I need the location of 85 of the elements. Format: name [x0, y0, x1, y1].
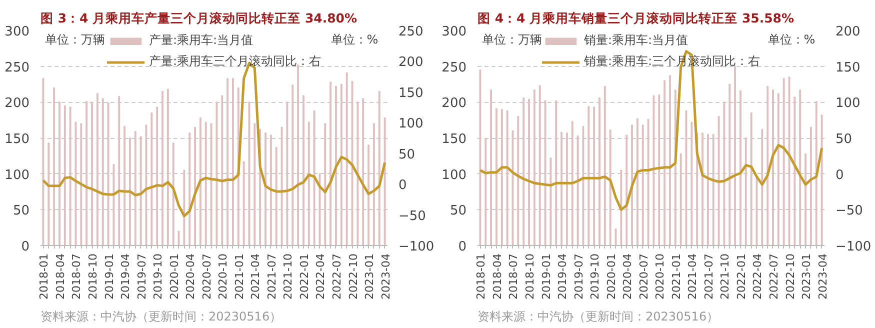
x-tick-label: 2018-01: [38, 253, 51, 300]
y2-tick-label: 50: [836, 132, 852, 147]
x-tick-label: 2019-10: [588, 253, 602, 300]
x-tick-label: 2018-04: [490, 253, 504, 300]
x-tick-label: 2020-07: [200, 253, 214, 300]
text: 资料来源：中汽协（更新时间：20230516）: [40, 310, 282, 324]
y-tick-label: 300: [442, 24, 467, 40]
y2-tick-label: 150: [398, 86, 424, 101]
y-tick-label: 0: [458, 240, 467, 254]
x-tick-label: 2019-07: [572, 253, 586, 300]
y-tick-label: 50: [450, 204, 467, 219]
x-tick-label: 2021-01: [670, 253, 683, 300]
y-tick-label: 100: [442, 168, 467, 183]
y2-tick-label: 250: [398, 24, 424, 40]
y-tick-label: 250: [442, 60, 467, 76]
y2-tick-label: 150: [836, 60, 860, 76]
y2-axis-title: 单位：%: [768, 32, 816, 46]
x-tick-label: 2021-10: [718, 253, 732, 300]
x-tick-label: 2019-01: [540, 253, 553, 300]
line-series: [478, 50, 824, 211]
y-tick-label: 250: [4, 60, 30, 76]
y2-tick-label: 200: [398, 55, 424, 70]
y-tick-label: 200: [442, 96, 467, 112]
y2-tick-label: 100: [836, 96, 860, 112]
x-tick-label: 2022-07: [330, 253, 344, 300]
x-tick-label: 2023-01: [363, 253, 376, 300]
x-tick-label: 2022-07: [767, 253, 780, 300]
y-tick-label: 200: [4, 96, 30, 112]
x-tick-label: 2022-04: [751, 253, 764, 300]
text: 资料来源：中汽协（更新时间：20230516）: [478, 310, 719, 324]
y2-tick-label: −50: [836, 204, 863, 219]
x-tick-label: 2019-01: [102, 253, 116, 300]
chart-title: 图 4：4 月乘用车销量三个月滚动同比转正至 35.58%: [478, 10, 794, 26]
y-tick-label: 150: [442, 132, 467, 147]
y2-tick-label: 100: [398, 116, 424, 132]
x-tick-label: 2020-01: [168, 253, 181, 300]
x-tick-label: 2022-01: [734, 253, 748, 300]
y2-axis-title: 单位：%: [330, 32, 378, 46]
chart-title: 图 3：4 月乘用车产量三个月滚动同比转正至 34.80%: [40, 10, 358, 26]
y-axis-title: 单位：万辆: [45, 32, 106, 46]
x-tick-label: 2018-07: [507, 253, 520, 300]
x-tick-label: 2020-10: [654, 253, 667, 300]
y-tick-label: 150: [4, 132, 30, 147]
x-tick-label: 2018-07: [70, 253, 84, 300]
x-tick-label: 2023-01: [800, 253, 814, 300]
x-tick-label: 2023-04: [816, 253, 830, 300]
x-tick-label: 2021-04: [249, 253, 262, 300]
y2-tick-label: 0: [398, 178, 407, 194]
x-tick-label: 2021-07: [702, 253, 716, 300]
x-tick-label: 2019-10: [152, 253, 165, 300]
x-tick-label: 2018-10: [86, 253, 100, 300]
x-tick-label: 2018-04: [54, 253, 67, 300]
x-tick-label: 2022-10: [346, 253, 360, 300]
x-tick-label: 2019-07: [135, 253, 148, 300]
y-tick-label: 50: [12, 204, 30, 219]
y2-tick-label: −100: [398, 240, 434, 254]
x-tick-label: 2021-04: [686, 253, 700, 300]
y-axis-title: 单位：万辆: [482, 32, 542, 46]
x-tick-label: 2019-04: [119, 253, 132, 300]
x-tick-label: 2018-01: [474, 253, 488, 300]
x-tick-label: 2022-04: [314, 253, 328, 300]
y2-tick-label: −100: [836, 240, 872, 254]
x-tick-label: 2018-10: [524, 253, 537, 300]
x-tick-label: 2023-04: [379, 253, 392, 300]
y-tick-label: 300: [4, 24, 30, 40]
x-tick-label: 2019-04: [556, 253, 570, 300]
y2-tick-label: −50: [398, 208, 426, 224]
x-tick-label: 2021-01: [232, 253, 246, 300]
x-tick-label: 2021-10: [282, 253, 295, 300]
x-tick-label: 2022-01: [298, 253, 311, 300]
x-tick-label: 2021-07: [265, 253, 278, 300]
y2-tick-label: 200: [836, 24, 860, 40]
x-tick-label: 2020-07: [637, 253, 650, 300]
legend-label: 产量:乘用车:当月值: [148, 32, 254, 49]
y-tick-label: 0: [21, 240, 30, 254]
legend-label: 产量:乘用车三个月滚动同比：右: [148, 53, 322, 70]
x-tick-label: 2020-01: [604, 253, 618, 300]
x-tick-label: 2020-04: [184, 253, 198, 300]
x-tick-label: 2020-04: [621, 253, 634, 300]
x-tick-label: 2022-10: [784, 253, 797, 300]
y2-tick-label: 50: [398, 147, 416, 162]
y-tick-label: 100: [4, 168, 30, 183]
legend-label: 销量:乘用车:当月值: [584, 32, 688, 49]
y2-tick-label: 0: [836, 168, 844, 183]
x-tick-label: 2020-10: [216, 253, 230, 300]
